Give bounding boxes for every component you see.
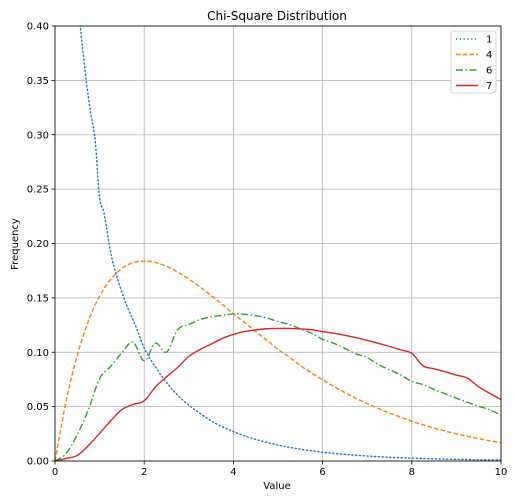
y-tick-label: 0.25 [27, 185, 49, 196]
y-tick-label: 0.35 [27, 76, 49, 87]
y-axis-label: Frequency [10, 218, 21, 270]
x-tick-label: 4 [230, 467, 236, 478]
x-tick-label: 8 [409, 467, 415, 478]
y-tick-label: 0.40 [27, 22, 49, 33]
x-tick-label: 2 [141, 467, 147, 478]
y-tick-label: 0.15 [27, 293, 49, 304]
plot-area [55, 17, 501, 461]
y-tick-label: 0.00 [27, 457, 49, 468]
legend-label-4: 4 [486, 50, 492, 61]
chart-title: Chi-Square Distribution [207, 9, 347, 23]
legend-label-1: 1 [486, 35, 492, 46]
legend-label-6: 6 [486, 66, 492, 77]
legend-label-7: 7 [486, 81, 492, 92]
x-axis-label: Value [263, 481, 290, 492]
x-tick-label: 10 [495, 467, 508, 478]
y-tick-label: 0.20 [27, 239, 49, 250]
x-tick-label: 6 [319, 467, 325, 478]
x-tick-label: 0 [52, 467, 58, 478]
y-tick-label: 0.10 [27, 348, 49, 359]
y-tick-label: 0.05 [27, 402, 49, 413]
y-tick-label: 0.30 [27, 130, 49, 141]
legend: 1 4 6 7 [451, 31, 496, 93]
